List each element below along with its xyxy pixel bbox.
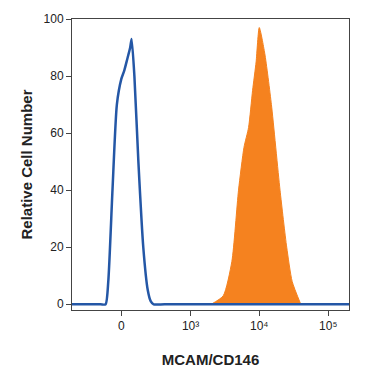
svg-text:80: 80 [50, 69, 64, 83]
svg-text:0: 0 [57, 297, 64, 311]
svg-text:10⁴: 10⁴ [250, 319, 269, 333]
svg-text:20: 20 [50, 240, 64, 254]
svg-text:40: 40 [50, 183, 64, 197]
svg-text:10⁵: 10⁵ [319, 319, 337, 333]
svg-text:0: 0 [118, 319, 125, 333]
svg-text:Relative Cell Number: Relative Cell Number [18, 89, 35, 239]
svg-text:10³: 10³ [182, 319, 199, 333]
svg-text:100: 100 [44, 12, 64, 26]
svg-text:60: 60 [50, 126, 64, 140]
svg-text:MCAM/CD146: MCAM/CD146 [162, 351, 260, 368]
